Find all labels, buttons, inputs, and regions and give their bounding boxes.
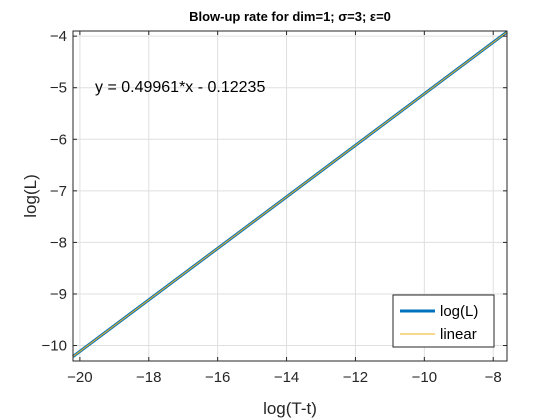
x-tick-label: −8 [485, 369, 502, 386]
series-line-linear [72, 31, 508, 357]
x-tick-label: −12 [343, 369, 368, 386]
legend-box [392, 294, 495, 348]
y-tick-label: −10 [42, 338, 67, 355]
x-tick-label: −20 [67, 369, 92, 386]
y-tick-label: −7 [50, 183, 67, 200]
tick-group: −20 −18 −16 −14 −12 −10 −8 −10 −9 −8 −7 −6 −5 −4 [42, 28, 507, 386]
chart-title: Blow-up rate for dim=1; σ=3; ε=0 [189, 9, 391, 24]
x-tick-label: −16 [205, 369, 230, 386]
series-group [72, 30, 508, 358]
x-axis-label: log(T-t) [263, 399, 317, 418]
y-axis-label: log(L) [21, 174, 40, 217]
y-tick-label: −4 [50, 28, 67, 45]
y-tick-label: −8 [50, 234, 67, 251]
x-tick-label: −18 [136, 369, 161, 386]
legend-label-log-l: log(L) [440, 303, 478, 320]
axes-box [72, 30, 508, 362]
annotation-text: y = 0.49961*x - 0.12235 [95, 79, 265, 96]
x-tick-label: −10 [412, 369, 437, 386]
y-tick-label: −9 [50, 286, 67, 303]
y-tick-label: −5 [50, 80, 67, 97]
y-tick-label: −6 [50, 131, 67, 148]
x-tick-label: −14 [274, 369, 299, 386]
legend-label-linear: linear [440, 326, 477, 343]
legend: log(L) linear [392, 294, 495, 348]
